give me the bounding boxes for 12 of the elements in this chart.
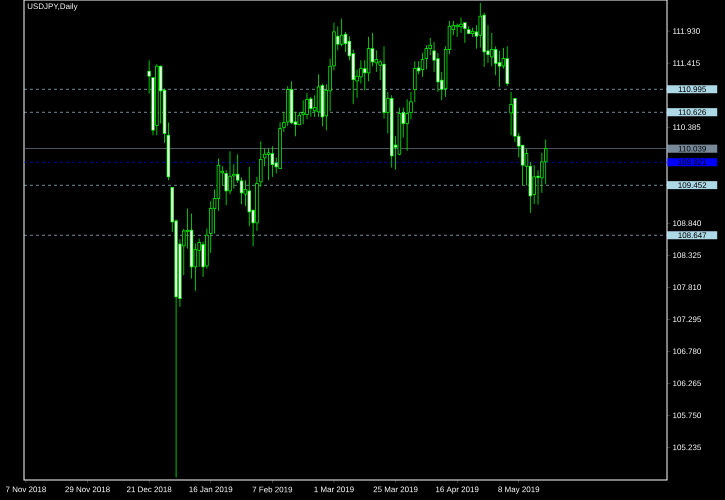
- candlestick: [532, 164, 536, 205]
- candlestick: [240, 177, 244, 205]
- candlestick: [498, 50, 502, 88]
- candlestick: [301, 100, 305, 125]
- candlestick: [266, 148, 270, 181]
- candlestick: [147, 60, 151, 94]
- candlestick: [455, 23, 459, 38]
- candlestick: [413, 60, 417, 102]
- candlestick: [544, 139, 548, 185]
- candlestick: [270, 146, 274, 178]
- candlestick: [509, 92, 513, 136]
- candlestick: [309, 96, 313, 118]
